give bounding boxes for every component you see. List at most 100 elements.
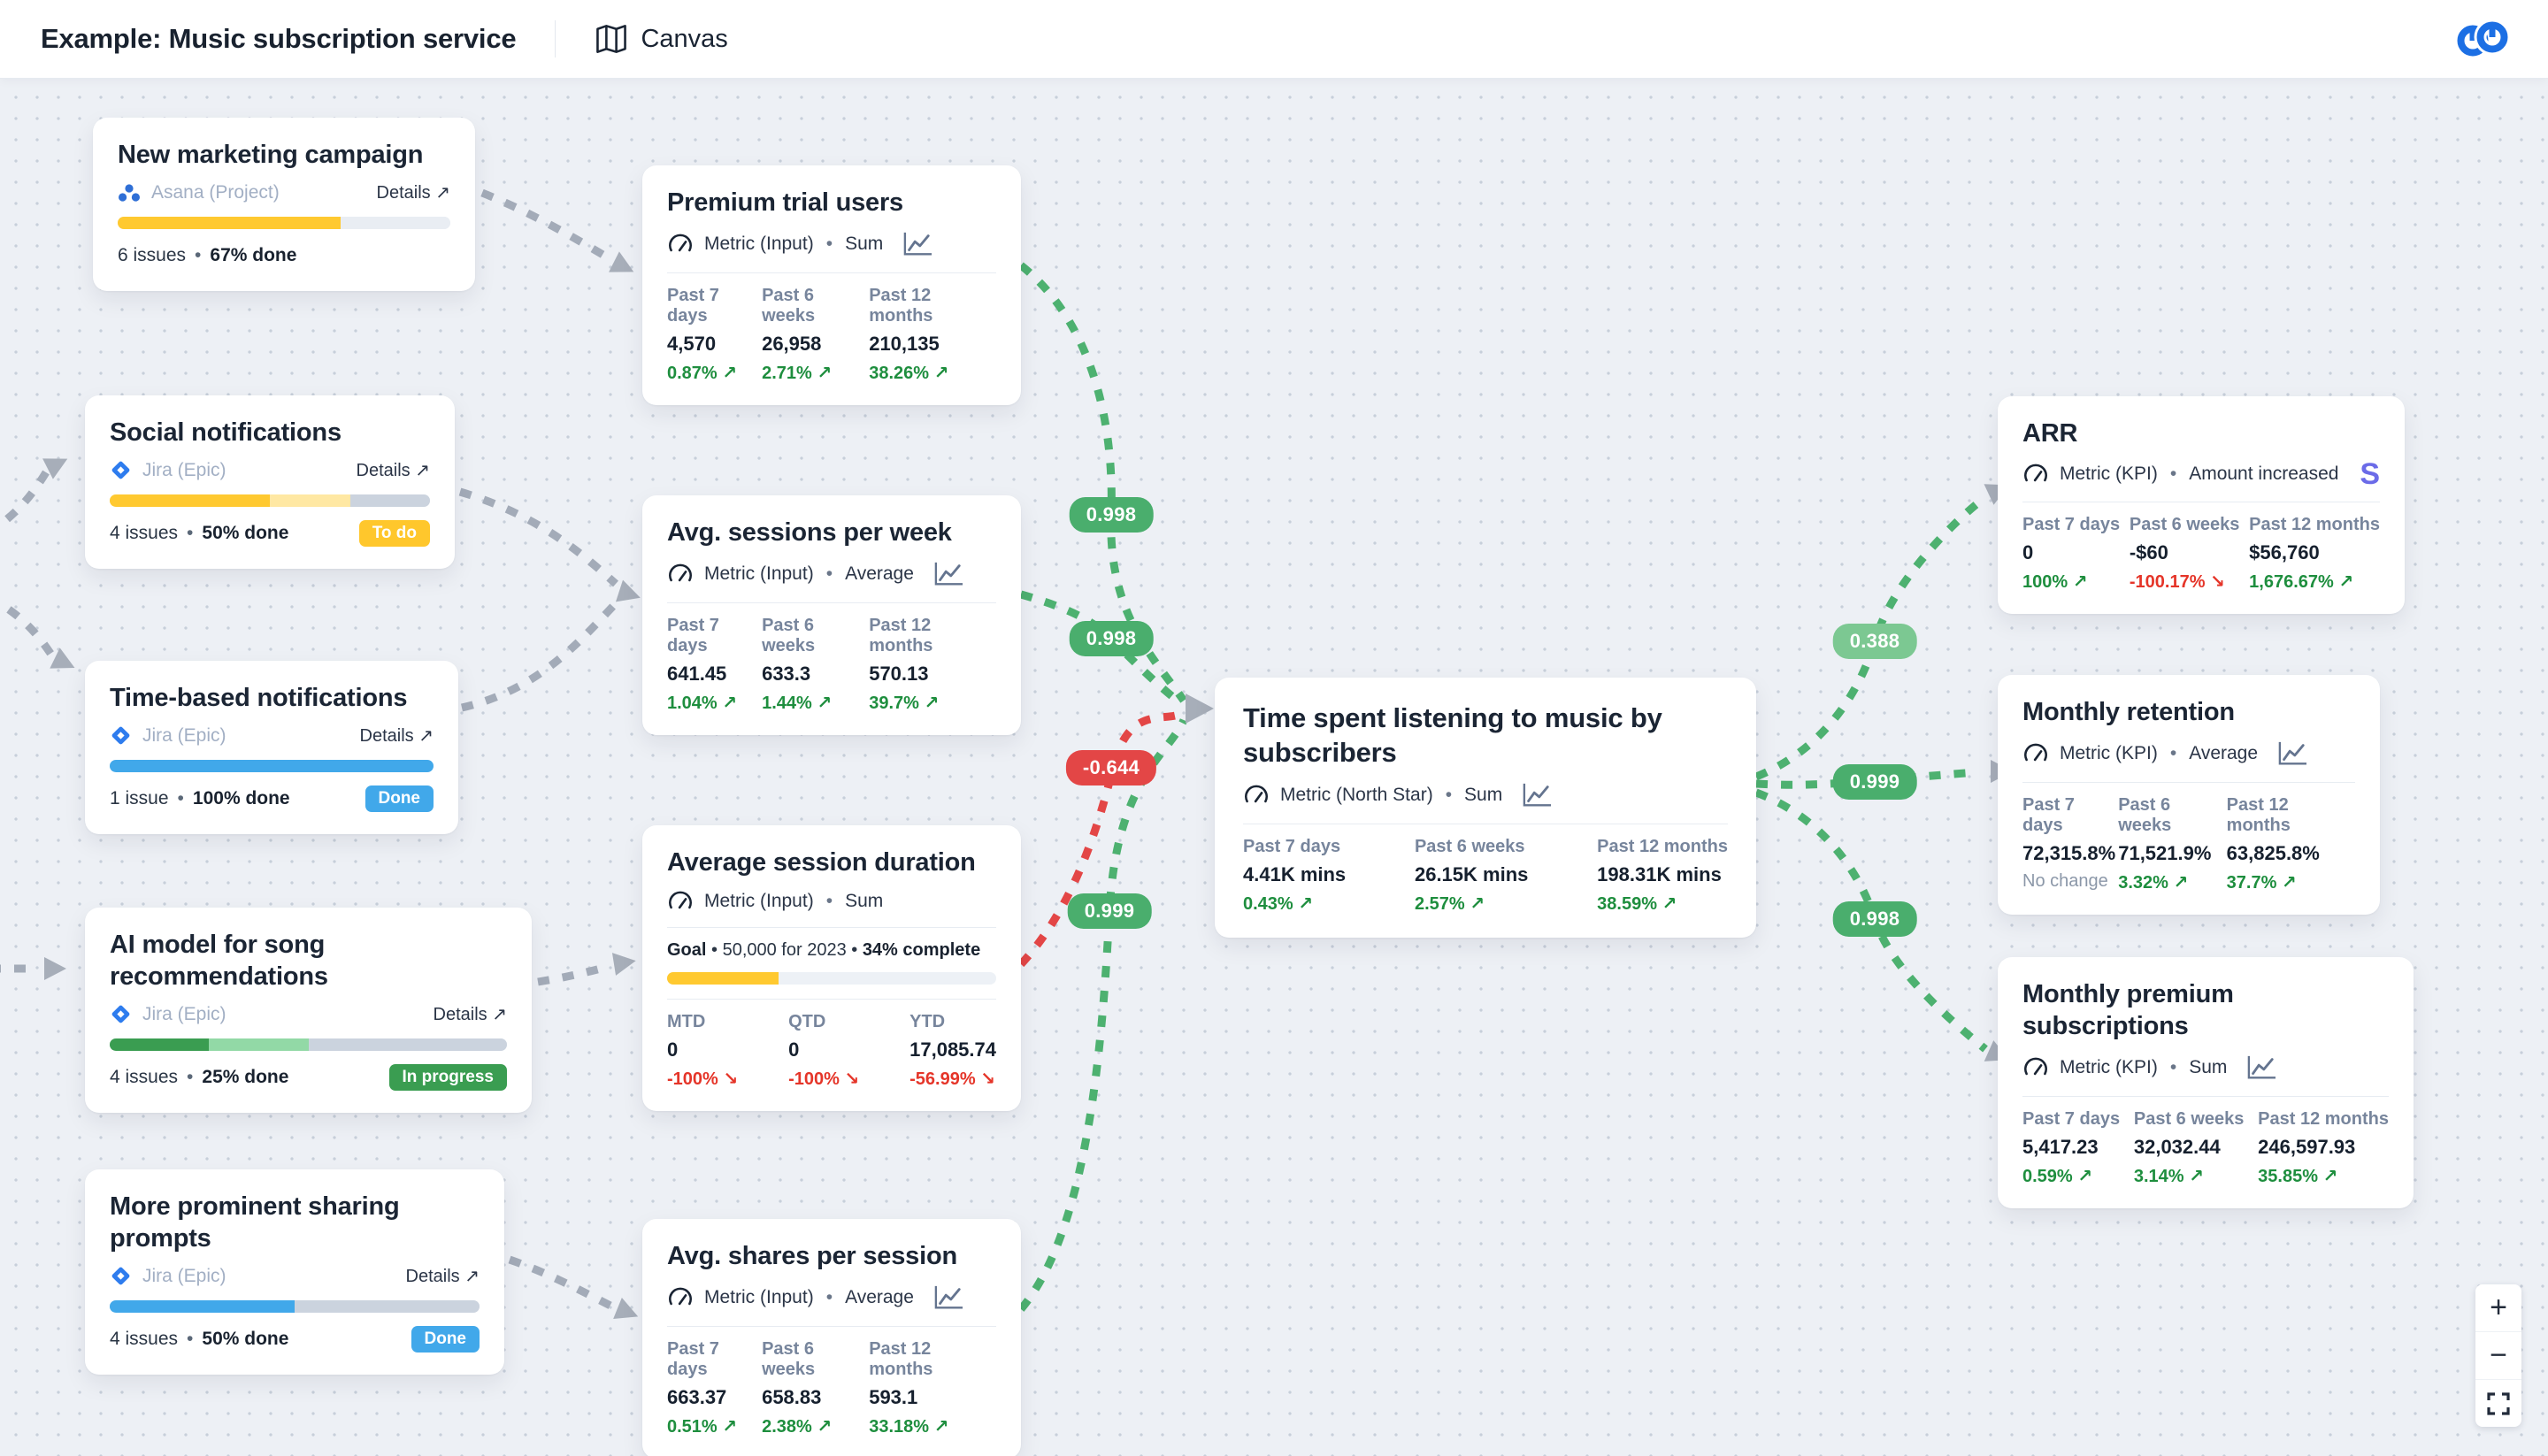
- stat-column: Past 7 days 5,417.23 0.59% ↗: [2022, 1109, 2121, 1186]
- stat-column: Past 6 weeks 32,032.44 3.14% ↗: [2133, 1109, 2245, 1186]
- details-link[interactable]: Details ↗: [356, 461, 430, 480]
- kpi-card-arr[interactable]: ARR Metric (KPI) • Amount increased S Pa…: [1998, 396, 2405, 614]
- source-label: Jira (Epic): [142, 724, 226, 746]
- metric-agg: Sum: [2189, 1057, 2228, 1077]
- divider: [667, 1326, 996, 1327]
- jira-icon: [110, 459, 132, 481]
- stat-column: Past 12 months 593.1 33.18% ↗: [869, 1339, 949, 1437]
- status-badge: To do: [358, 520, 430, 547]
- stat-column: Past 12 months 198.31K mins 38.59% ↗: [1597, 837, 1728, 914]
- top-bar: Example: Music subscription service Canv…: [0, 0, 2548, 78]
- card-title: AI model for song recommendations: [110, 931, 328, 991]
- stat-column: MTD 0 -100% ↘: [667, 1012, 739, 1089]
- metric-card-premium-trial-users[interactable]: Premium trial users Metric (Input) • Sum…: [642, 165, 1021, 405]
- metric-kind: Metric (KPI): [2060, 464, 2158, 484]
- tab-canvas[interactable]: Canvas: [595, 23, 728, 55]
- divider: [667, 999, 996, 1000]
- metric-kind: Metric (Input): [704, 1287, 814, 1307]
- line-chart-icon[interactable]: [1520, 781, 1554, 809]
- divider: [2022, 782, 2355, 783]
- project-card-time-based-notifications[interactable]: Time-based notifications Jira (Epic) Det…: [85, 661, 458, 834]
- details-link[interactable]: Details ↗: [359, 726, 434, 746]
- project-card-ai-model[interactable]: AI model for song recommendations Jira (…: [85, 908, 532, 1113]
- line-chart-icon[interactable]: [2245, 1054, 2278, 1082]
- line-chart-icon[interactable]: [932, 1284, 965, 1312]
- gauge-icon: [667, 563, 694, 586]
- metric-kind: Metric (KPI): [2060, 1057, 2158, 1077]
- source-row: Asana (Project): [118, 182, 280, 203]
- line-chart-icon[interactable]: [2276, 739, 2309, 768]
- correlation-badge[interactable]: 0.998: [1069, 497, 1154, 533]
- correlation-badge[interactable]: -0.644: [1065, 750, 1157, 785]
- card-title: Time-based notifications: [110, 684, 408, 712]
- gauge-icon: [2022, 742, 2049, 765]
- source-label: Asana (Project): [151, 181, 280, 203]
- metric-card-avg-shares-per-session[interactable]: Avg. shares per session Metric (Input) •…: [642, 1219, 1021, 1456]
- zoom-controls: + −: [2475, 1284, 2521, 1427]
- stat-column: Past 6 weeks 26.15K mins 2.57% ↗: [1414, 837, 1529, 914]
- correlation-badge[interactable]: 0.998: [1069, 621, 1154, 656]
- divider: [667, 927, 996, 928]
- issues-count: 4 issues: [110, 1067, 179, 1087]
- stat-column: Past 12 months 210,135 38.26% ↗: [869, 286, 949, 383]
- stripe-icon: S: [2360, 457, 2380, 491]
- divider: [667, 602, 996, 603]
- details-link[interactable]: Details ↗: [405, 1267, 480, 1286]
- stat-column: Past 6 weeks -$60 -100.17% ↘: [2129, 515, 2240, 592]
- status-badge: In progress: [388, 1064, 507, 1091]
- issues-count: 4 issues: [110, 523, 179, 543]
- line-chart-icon[interactable]: [901, 230, 934, 258]
- project-card-social-notifications[interactable]: Social notifications Jira (Epic) Details…: [85, 395, 455, 569]
- percent-done: 50% done: [202, 1329, 289, 1349]
- asana-icon: [118, 182, 141, 203]
- fullscreen-button[interactable]: [2475, 1380, 2521, 1427]
- gauge-icon: [667, 233, 694, 256]
- card-title: Avg. sessions per week: [667, 518, 952, 547]
- stat-column: Past 6 weeks 71,521.9% 3.32% ↗: [2118, 795, 2212, 893]
- details-link[interactable]: Details ↗: [376, 183, 450, 203]
- correlation-badge[interactable]: 0.998: [1832, 901, 1917, 937]
- progress-bar: [110, 1038, 507, 1051]
- line-chart-icon[interactable]: [932, 560, 965, 588]
- metric-kind: Metric (KPI): [2060, 743, 2158, 763]
- details-link[interactable]: Details ↗: [433, 1005, 507, 1024]
- metric-kind: Metric (North Star): [1280, 785, 1433, 805]
- gauge-icon: [667, 890, 694, 913]
- kpi-card-monthly-retention[interactable]: Monthly retention Metric (KPI) • Average…: [1998, 675, 2380, 915]
- gauge-icon: [2022, 1056, 2049, 1079]
- card-title: More prominent sharing prompts: [110, 1192, 400, 1253]
- source-label: Jira (Epic): [142, 459, 226, 480]
- stat-column: Past 7 days 663.37 0.51% ↗: [667, 1339, 738, 1437]
- source-label: Jira (Epic): [142, 1003, 226, 1024]
- zoom-out-button[interactable]: −: [2475, 1332, 2521, 1380]
- project-card-sharing-prompts[interactable]: More prominent sharing prompts Jira (Epi…: [85, 1169, 504, 1375]
- divider: [2022, 1096, 2389, 1097]
- stat-column: Past 6 weeks 26,958 2.71% ↗: [762, 286, 833, 383]
- gauge-icon: [667, 1286, 694, 1309]
- goal-line: Goal • 50,000 for 2023 • 34% complete: [667, 940, 981, 960]
- zoom-in-button[interactable]: +: [2475, 1284, 2521, 1332]
- metric-kind: Metric (Input): [704, 234, 814, 254]
- metric-card-north-star-time-spent-listening[interactable]: Time spent listening to music by subscri…: [1215, 678, 1756, 938]
- stat-column: Past 7 days 641.45 1.04% ↗: [667, 616, 738, 713]
- correlation-badge[interactable]: 0.999: [1067, 893, 1152, 929]
- metric-card-average-session-duration[interactable]: Average session duration Metric (Input) …: [642, 825, 1021, 1111]
- stat-column: YTD 17,085.74 -56.99% ↘: [909, 1012, 996, 1089]
- kpi-card-monthly-premium-subscriptions[interactable]: Monthly premium subscriptions Metric (KP…: [1998, 957, 2414, 1208]
- correlation-badge[interactable]: 0.999: [1832, 764, 1917, 800]
- status-badge: Done: [411, 1326, 480, 1353]
- card-title: Avg. shares per session: [667, 1242, 957, 1270]
- card-title: Social notifications: [110, 418, 342, 447]
- percent-done: 50% done: [202, 523, 289, 543]
- source-row: Jira (Epic): [110, 1265, 226, 1287]
- metric-card-avg-sessions-per-week[interactable]: Avg. sessions per week Metric (Input) • …: [642, 495, 1021, 735]
- metric-agg: Average: [845, 563, 914, 584]
- doubleloop-logo[interactable]: [2452, 18, 2511, 60]
- project-card-new-marketing-campaign[interactable]: New marketing campaign Asana (Project) D…: [93, 118, 475, 291]
- progress-bar: [110, 494, 430, 507]
- issues-count: 4 issues: [110, 1329, 179, 1349]
- source-row: Jira (Epic): [110, 459, 226, 481]
- correlation-badge[interactable]: 0.388: [1832, 624, 1917, 659]
- progress-bar: [118, 217, 450, 229]
